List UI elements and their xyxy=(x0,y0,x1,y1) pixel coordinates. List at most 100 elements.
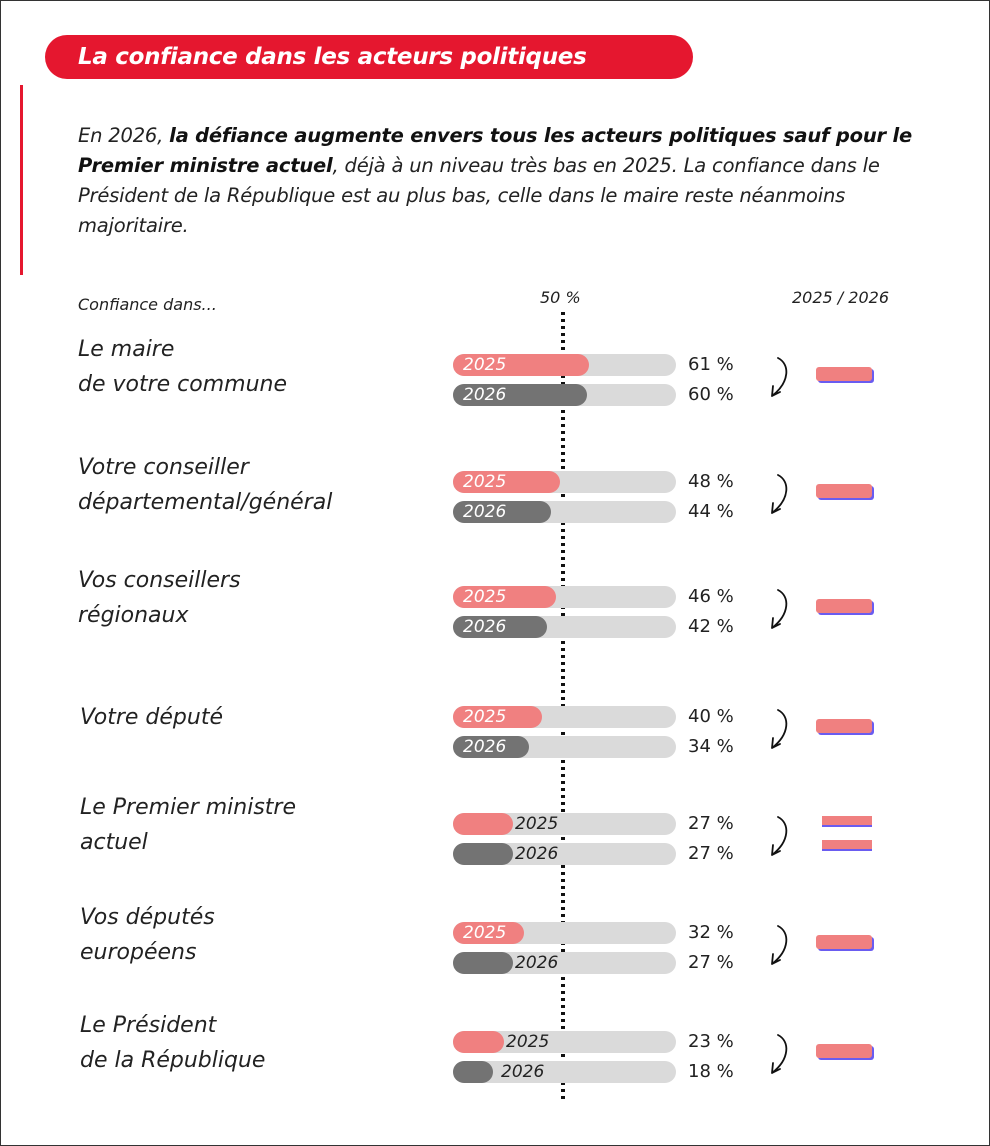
decrease-indicator xyxy=(816,599,872,613)
bar-year-label: 2025 xyxy=(506,1032,550,1052)
bar-year-label: 2026 xyxy=(463,737,507,757)
category-label-line: Votre conseiller xyxy=(78,455,249,480)
bar-year-label: 2025 xyxy=(463,355,507,375)
decrease-indicator xyxy=(816,484,872,498)
column-header-label: Confiance dans... xyxy=(78,295,217,314)
curved-arrow-icon xyxy=(771,589,788,629)
value-label-2026: 42 % xyxy=(688,616,734,637)
bar-2025 xyxy=(453,706,542,728)
bar-year-label: 2025 xyxy=(463,707,507,727)
bar-2026 xyxy=(453,736,529,758)
category-label-line: régionaux xyxy=(78,603,189,628)
value-label-2026: 27 % xyxy=(688,952,734,973)
compare-header: 2025 / 2026 xyxy=(792,288,889,307)
intro-part2: , déjà à un niveau très bas en 2025. La … xyxy=(78,154,880,237)
equal-indicator-top xyxy=(822,816,872,827)
category-label-line: Le Premier ministre xyxy=(80,795,297,820)
bar-2026 xyxy=(453,952,513,974)
category-label: Le maire de votre commune xyxy=(78,332,438,402)
bar-year-label: 2025 xyxy=(515,814,559,834)
category-label-line: Votre député xyxy=(80,705,223,730)
bar-2026 xyxy=(453,843,513,865)
value-label-2025: 48 % xyxy=(688,471,734,492)
bar-2025 xyxy=(453,586,556,608)
curved-arrow-icon xyxy=(771,709,788,749)
value-label-2026: 18 % xyxy=(688,1061,734,1082)
bar-2025 xyxy=(453,813,513,835)
category-label-line: Vos conseillers xyxy=(78,568,241,593)
bar-year-label: 2025 xyxy=(463,472,507,492)
category-label-line: Le maire xyxy=(78,337,175,362)
decrease-indicator xyxy=(816,719,872,733)
bar-track-2026: 2026 xyxy=(453,616,676,638)
curved-arrow-icon xyxy=(771,1034,788,1074)
decrease-indicator xyxy=(816,935,872,949)
threshold-label: 50 % xyxy=(540,288,581,307)
category-label: Le Président de la République xyxy=(80,1008,440,1078)
bar-year-label: 2026 xyxy=(463,385,507,405)
value-label-2025: 61 % xyxy=(688,354,734,375)
bar-2025 xyxy=(453,471,560,493)
bar-track-2026: 2026 xyxy=(453,501,676,523)
bar-year-label: 2025 xyxy=(463,923,507,943)
curved-arrow-icon xyxy=(771,357,788,397)
bar-2025 xyxy=(453,922,524,944)
bar-track-2025: 2025 xyxy=(453,586,676,608)
value-label-2026: 34 % xyxy=(688,736,734,757)
curved-arrow-icon xyxy=(771,925,788,965)
curved-arrow-icon xyxy=(771,474,788,514)
category-label: Votre député xyxy=(80,700,440,735)
category-label-line: Le Président xyxy=(80,1013,217,1038)
intro-part1: En 2026, xyxy=(78,124,170,147)
bar-year-label: 2025 xyxy=(463,587,507,607)
category-label-line: de votre commune xyxy=(78,372,288,397)
bar-2026 xyxy=(453,384,587,406)
curved-arrow-icon xyxy=(771,816,788,856)
category-label-line: départemental/général xyxy=(78,490,333,515)
category-label-line: européens xyxy=(80,940,197,965)
category-label: Le Premier ministre actuel xyxy=(80,790,440,860)
bar-track-2026: 2026 xyxy=(453,1061,676,1083)
value-label-2026: 27 % xyxy=(688,843,734,864)
intro-text: En 2026, la défiance augmente envers tou… xyxy=(78,121,938,241)
category-label: Vos députés européens xyxy=(80,900,440,970)
category-label-line: actuel xyxy=(80,830,148,855)
bar-2026 xyxy=(453,1061,493,1083)
value-label-2025: 40 % xyxy=(688,706,734,727)
bar-year-label: 2026 xyxy=(463,617,507,637)
bar-track-2026: 2026 xyxy=(453,736,676,758)
bar-track-2026: 2026 xyxy=(453,952,676,974)
bar-track-2025: 2025 xyxy=(453,354,676,376)
value-label-2026: 60 % xyxy=(688,384,734,405)
bar-year-label: 2026 xyxy=(515,844,559,864)
value-label-2025: 46 % xyxy=(688,586,734,607)
value-label-2025: 32 % xyxy=(688,922,734,943)
category-label: Vos conseillers régionaux xyxy=(78,563,438,633)
bar-track-2025: 2025 xyxy=(453,922,676,944)
category-label: Votre conseiller départemental/général xyxy=(78,450,438,520)
bar-track-2025: 2025 xyxy=(453,471,676,493)
section-title: La confiance dans les acteurs politiques xyxy=(45,35,693,79)
bar-year-label: 2026 xyxy=(463,502,507,522)
category-label-line: Vos députés xyxy=(80,905,215,930)
category-label-line: de la République xyxy=(80,1048,266,1073)
bar-2026 xyxy=(453,616,547,638)
bar-2025 xyxy=(453,354,589,376)
decrease-indicator xyxy=(816,367,872,381)
value-label-2026: 44 % xyxy=(688,501,734,522)
accent-bar xyxy=(20,85,23,275)
bar-track-2026: 2026 xyxy=(453,843,676,865)
bar-year-label: 2026 xyxy=(515,953,559,973)
bar-track-2025: 2025 xyxy=(453,1031,676,1053)
value-label-2025: 27 % xyxy=(688,813,734,834)
bar-track-2025: 2025 xyxy=(453,813,676,835)
value-label-2025: 23 % xyxy=(688,1031,734,1052)
intro-bold: la défiance augmente envers tous les act… xyxy=(78,124,913,177)
equal-indicator-bottom xyxy=(822,840,872,851)
decrease-indicator xyxy=(816,1044,872,1058)
bar-2026 xyxy=(453,501,551,523)
bar-track-2025: 2025 xyxy=(453,706,676,728)
bar-year-label: 2026 xyxy=(501,1062,545,1082)
bar-track-2026: 2026 xyxy=(453,384,676,406)
bar-2025 xyxy=(453,1031,504,1053)
